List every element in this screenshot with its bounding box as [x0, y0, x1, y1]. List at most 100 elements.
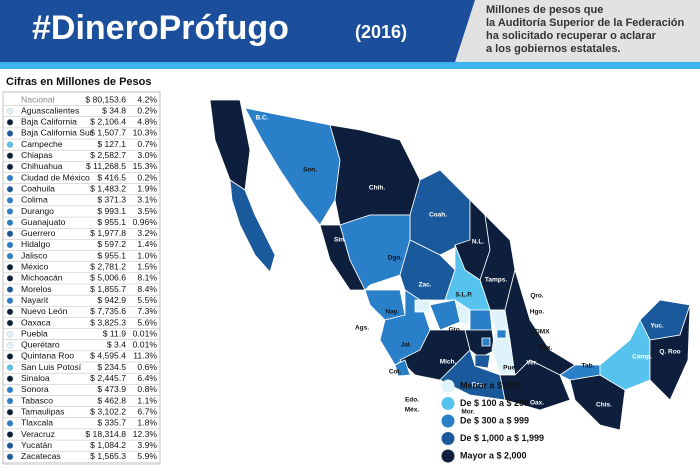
row-dot: [6, 420, 14, 427]
row-dot: [6, 330, 14, 338]
map-label: Son.: [303, 167, 317, 174]
row-dot: [6, 375, 14, 382]
map-label: Pue.: [503, 365, 517, 372]
amount: $ 416.5: [97, 172, 126, 182]
percent: 0.2%: [137, 172, 157, 182]
amount: $ 473.9: [97, 384, 126, 394]
amount: $ 597.2: [97, 239, 126, 249]
map-label: CDMX: [530, 329, 550, 336]
row-dot: [6, 275, 14, 282]
map: B.C. Son. Chih. B.C.S. Coah. Sin. Dgo. N.L. Tamp…: [209, 99, 691, 431]
state-name: Oaxaca: [21, 317, 51, 327]
map-label: Ver.: [526, 360, 538, 367]
amount: $ 942.9: [97, 295, 126, 305]
row-dot: [6, 364, 14, 371]
row-dot: [6, 264, 14, 271]
map-label: Camp.: [632, 354, 652, 361]
percent: 5.6%: [137, 317, 157, 327]
percent: 0.6%: [137, 362, 157, 372]
amount: $ 955.1: [97, 250, 126, 260]
subtitle-line: a los gobiernos estatales.: [486, 43, 621, 55]
percent: 0.96%: [133, 217, 158, 227]
state-name: México: [21, 262, 48, 272]
map-label: Edo.: [405, 397, 419, 404]
year: (2016): [355, 22, 407, 42]
percent: 3.5%: [137, 206, 157, 216]
map-label: Sin.: [334, 237, 346, 244]
row-dot: [6, 108, 14, 115]
state-name: Hidalgo: [21, 239, 50, 249]
percent: 0.2%: [137, 105, 157, 115]
row-dot: [6, 409, 14, 416]
amount: $ 1,483.2: [90, 183, 126, 193]
state-name: Baja California Sur: [21, 128, 93, 138]
state-name: Ciudad de México: [21, 172, 90, 182]
percent: 3.9%: [137, 440, 157, 450]
title: #DineroPrófugo: [32, 9, 289, 47]
amount: $ 234.5: [97, 362, 126, 372]
legend-label: De $ 300 a $ 999: [460, 415, 529, 425]
subtitle-line: Millones de pesos que: [486, 4, 603, 16]
state-name: Guerrero: [21, 228, 56, 238]
state-shape: [481, 337, 491, 347]
amount: $ 7,735.6: [90, 306, 126, 316]
row-dot: [6, 319, 14, 327]
amount: $ 3,825.3: [90, 317, 126, 327]
percent: 5.5%: [137, 295, 157, 305]
row-dot: [6, 174, 14, 182]
percent: 1.9%: [137, 183, 157, 193]
state-shape: [454, 299, 471, 326]
amount: $ 993.1: [97, 206, 126, 216]
map-label: Q. Roo: [659, 349, 680, 356]
percent: 0.01%: [133, 340, 158, 350]
state-name: Michoacán: [21, 273, 63, 283]
map-label: Chis.: [596, 402, 612, 409]
state-shape: [414, 299, 431, 313]
amount: $ 1,565.3: [90, 451, 126, 461]
state-name: Sonora: [21, 384, 49, 394]
row-dot: [6, 141, 14, 148]
map-label: Tamps.: [485, 277, 507, 284]
map-label: Zac.: [418, 282, 431, 289]
state-name: Sinaloa: [21, 373, 50, 383]
state-name: Colima: [21, 195, 48, 205]
state-shape: [394, 359, 411, 377]
percent: 8.1%: [137, 273, 157, 283]
percent: 1.0%: [137, 250, 157, 260]
legend-label: Menor a $ 100: [460, 380, 520, 390]
state-name: San Luis Potosí: [21, 362, 82, 372]
map-label: N.L.: [472, 239, 484, 246]
percent: 1.4%: [137, 239, 157, 249]
state-name: Tamaulipas: [21, 406, 64, 416]
state-name: Tlaxcala: [21, 418, 53, 428]
state-name: Durango: [21, 206, 54, 216]
map-label: B.C.S.: [252, 207, 271, 214]
state-name: Veracruz: [21, 429, 55, 439]
map-label: Chih.: [369, 185, 385, 192]
row-dot: [6, 186, 14, 193]
state-name: Querétaro: [21, 340, 60, 350]
map-label: Ags.: [355, 325, 369, 332]
state-name: Morelos: [21, 284, 52, 294]
legend-label: De $ 100 a $ 299: [460, 398, 529, 408]
row-dot: [6, 119, 14, 126]
state-shape: [499, 359, 571, 411]
amount: $ 2,445.7: [90, 373, 126, 383]
row-dot: [6, 453, 14, 460]
row-dot: [6, 219, 14, 226]
state-name: Chiapas: [21, 150, 53, 160]
state-name: Nacional: [21, 94, 55, 104]
row-dot: [6, 397, 14, 405]
map-label: Yuc.: [650, 323, 664, 330]
amount: $ 127.1: [97, 139, 126, 149]
row-dot: [6, 152, 14, 159]
row-dot: [6, 431, 14, 438]
map-label: Dgo.: [388, 255, 403, 262]
percent: 10.3%: [133, 128, 158, 138]
map-label: Col.: [389, 369, 401, 376]
amount: $ 18,314.8: [85, 429, 126, 439]
row-dot: [6, 297, 14, 304]
row-dot: [6, 442, 14, 449]
legend-swatch: [441, 432, 455, 445]
map-label: Gto.: [449, 327, 462, 334]
